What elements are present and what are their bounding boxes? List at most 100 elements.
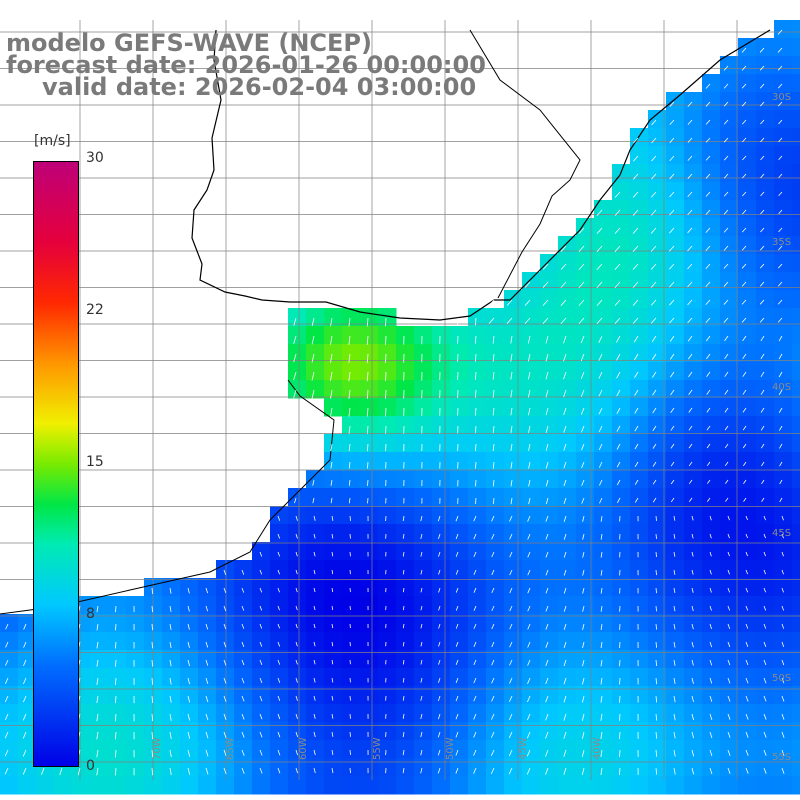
wind-cell: [648, 398, 667, 417]
wind-cell: [630, 470, 649, 489]
wind-arrow: [741, 47, 747, 53]
wind-arrow: [331, 641, 334, 647]
wind-cell: [774, 254, 793, 273]
wind-cell: [288, 542, 307, 561]
wind-arrow: [727, 605, 731, 611]
wind-cell: [720, 434, 739, 453]
wind-cell: [792, 20, 800, 39]
wind-cell: [684, 596, 703, 615]
wind-cell: [180, 614, 199, 633]
wind-cell: [792, 650, 800, 669]
wind-cell: [666, 110, 685, 129]
wind-cell: [666, 452, 685, 471]
wind-cell: [486, 470, 505, 489]
wind-cell: [702, 110, 721, 129]
wind-cell: [378, 776, 397, 795]
wind-arrow: [634, 389, 639, 396]
wind-arrow: [655, 587, 657, 594]
wind-cell: [162, 722, 181, 741]
wind-arrow: [691, 731, 695, 739]
wind-arrow: [599, 497, 603, 504]
wind-arrow: [475, 461, 477, 469]
wind-cell: [540, 452, 559, 471]
wind-cell: [486, 416, 505, 435]
wind-cell: [396, 596, 415, 615]
wind-cell: [540, 362, 559, 381]
wind-arrow: [420, 569, 423, 575]
wind-cell: [450, 326, 469, 345]
wind-arrow: [670, 425, 675, 431]
wind-arrow: [669, 101, 675, 108]
wind-cell: [126, 776, 145, 795]
wind-cell: [288, 740, 307, 759]
wind-arrow: [706, 479, 711, 484]
wind-cell: [324, 344, 343, 363]
wind-arrow: [115, 659, 117, 667]
wind-arrow: [294, 497, 297, 504]
wind-cell: [738, 578, 757, 597]
wind-arrow: [455, 641, 459, 647]
wind-arrow: [651, 155, 657, 162]
wind-cell: [540, 560, 559, 579]
wind-cell: [396, 668, 415, 687]
wind-arrow: [348, 371, 351, 382]
wind-arrow: [743, 497, 747, 502]
wind-cell: [684, 416, 703, 435]
wind-arrow: [205, 767, 209, 775]
wind-arrow: [745, 749, 749, 756]
wind-arrow: [563, 713, 567, 721]
wind-cell: [252, 776, 271, 795]
wind-cell: [504, 542, 523, 561]
wind-arrow: [742, 407, 747, 413]
wind-arrow: [777, 299, 783, 305]
wind-arrow: [151, 659, 154, 667]
wind-cell: [792, 686, 800, 705]
wind-cell: [234, 758, 253, 777]
wind-arrow: [760, 155, 765, 161]
wind-arrow: [781, 749, 785, 756]
wind-cell: [342, 704, 361, 723]
wind-cell: [756, 650, 775, 669]
wind-cell: [558, 776, 577, 795]
wind-arrow: [22, 749, 27, 757]
wind-arrow: [187, 605, 190, 612]
wind-arrow: [652, 389, 657, 396]
wind-cell: [648, 614, 667, 633]
wind-arrow: [169, 587, 172, 594]
wind-cell: [504, 290, 523, 309]
wind-arrow: [760, 443, 765, 449]
wind-cell: [702, 704, 721, 723]
wind-cell: [756, 200, 775, 219]
wind-arrow: [23, 641, 27, 648]
wind-arrow: [438, 623, 441, 629]
wind-cell: [702, 254, 721, 273]
wind-arrow: [473, 731, 477, 738]
wind-cell: [666, 416, 685, 435]
wind-arrow: [542, 281, 549, 288]
wind-cell: [108, 614, 127, 633]
wind-cell: [90, 668, 109, 687]
wind-cell: [180, 668, 199, 687]
wind-cell: [792, 596, 800, 615]
wind-arrow: [312, 479, 315, 486]
wind-arrow: [402, 551, 405, 557]
wind-cell: [702, 128, 721, 147]
wind-arrow: [760, 119, 765, 125]
wind-cell: [666, 488, 685, 507]
wind-cell: [468, 434, 487, 453]
wind-arrow: [651, 137, 657, 144]
wind-arrow: [673, 533, 676, 539]
wind-arrow: [673, 731, 676, 739]
wind-arrow: [545, 551, 549, 558]
wind-arrow: [241, 749, 245, 756]
wind-cell: [684, 488, 703, 507]
wind-cell: [540, 470, 559, 489]
wind-cell: [630, 506, 649, 525]
wind-cell: [234, 650, 253, 669]
wind-arrow: [402, 659, 405, 665]
wind-arrow: [600, 767, 603, 776]
wind-arrow: [348, 317, 351, 327]
wind-cell: [648, 632, 667, 651]
wind-cell: [540, 758, 559, 777]
wind-cell: [414, 380, 433, 399]
